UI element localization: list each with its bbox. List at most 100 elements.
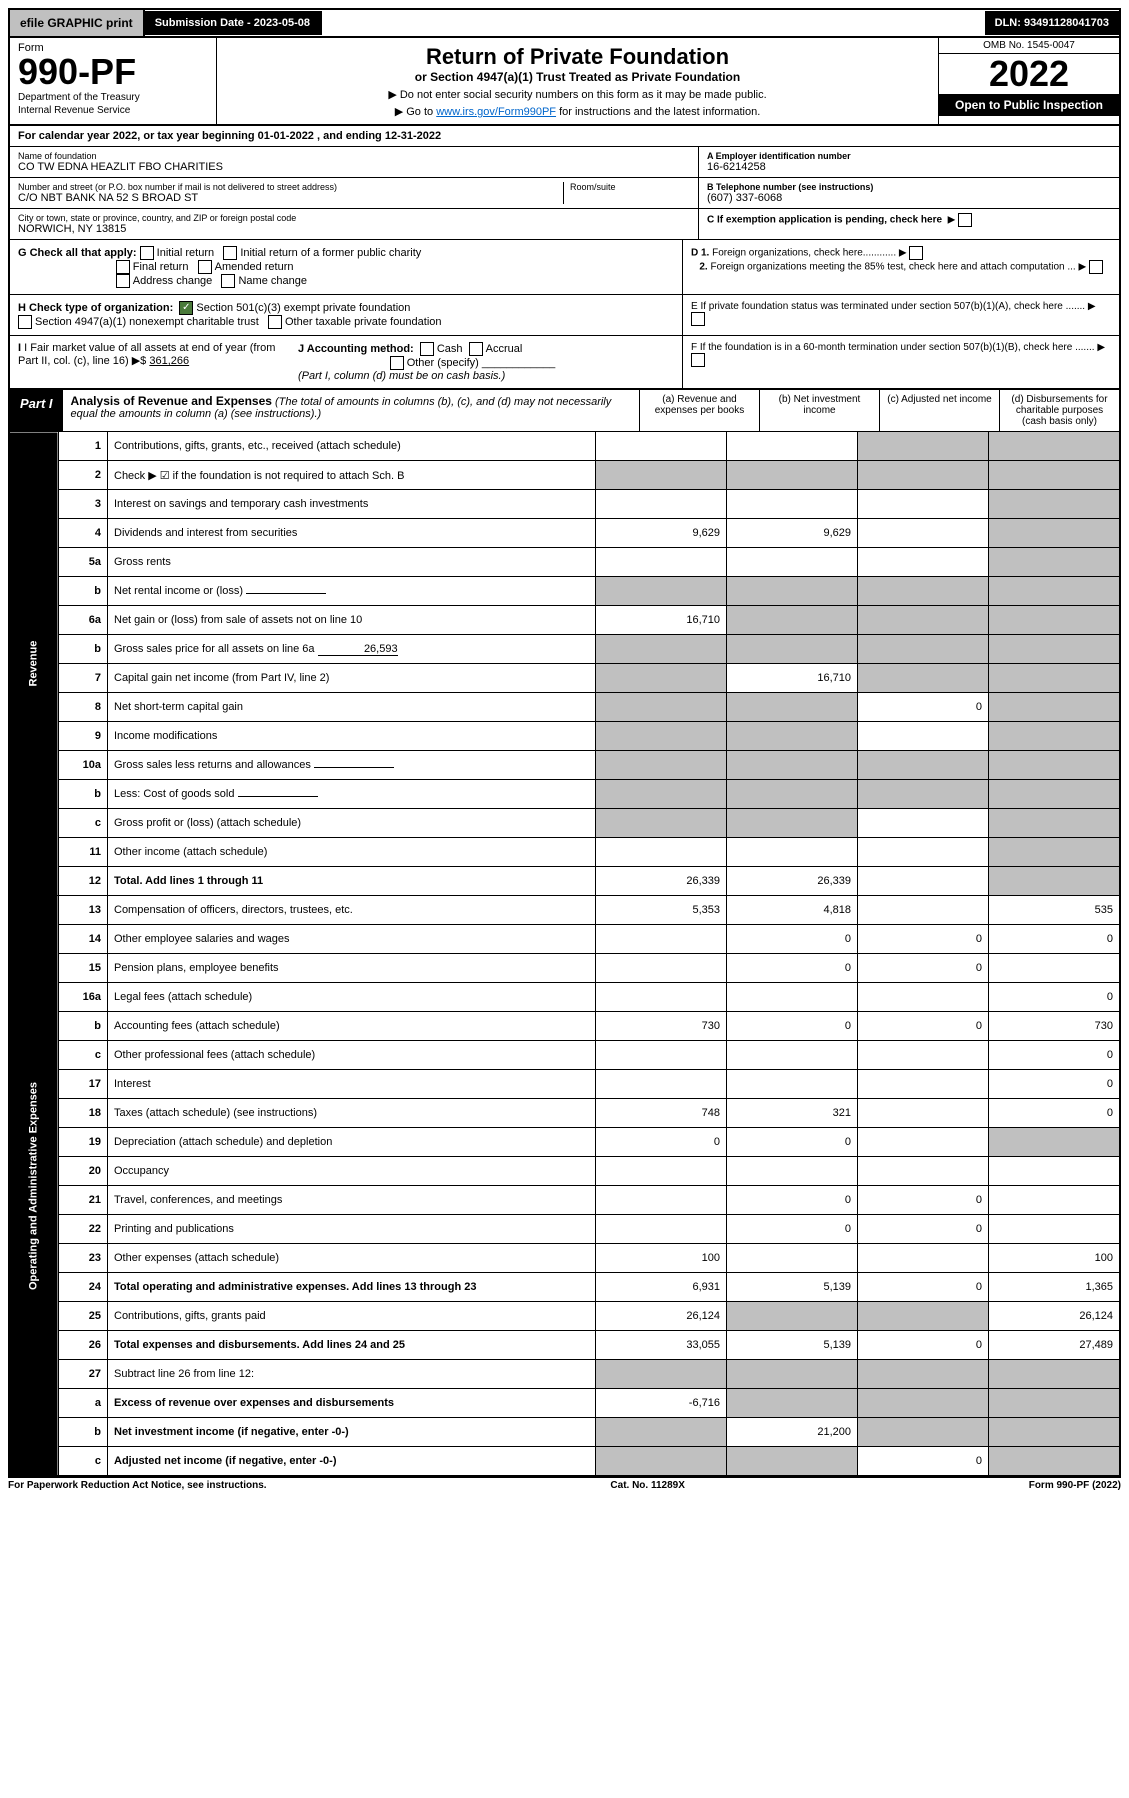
table-row: Revenue1Contributions, gifts, grants, et…	[9, 432, 1120, 461]
cell-value	[858, 1157, 989, 1186]
address-change-checkbox[interactable]	[116, 274, 130, 288]
initial-former-checkbox[interactable]	[223, 246, 237, 260]
cell-value: 16,710	[596, 606, 727, 635]
line-description: Dividends and interest from securities	[108, 519, 596, 548]
cell-value	[989, 1418, 1121, 1447]
4947-checkbox[interactable]	[18, 315, 32, 329]
line-description: Contributions, gifts, grants, etc., rece…	[108, 432, 596, 461]
cell-value	[727, 693, 858, 722]
entity-info: Name of foundation CO TW EDNA HEAZLIT FB…	[8, 147, 1121, 240]
cell-value	[989, 1360, 1121, 1389]
cell-value	[596, 925, 727, 954]
table-row: 14Other employee salaries and wages000	[9, 925, 1120, 954]
line-description: Contributions, gifts, grants paid	[108, 1302, 596, 1331]
cell-value: 1,365	[989, 1273, 1121, 1302]
col-d-header: (d) Disbursements for charitable purpose…	[999, 390, 1119, 431]
cell-value	[989, 693, 1121, 722]
line-number: b	[59, 780, 108, 809]
other-specify-checkbox[interactable]	[390, 356, 404, 370]
line-description: Net investment income (if negative, ente…	[108, 1418, 596, 1447]
foundation-name-label: Name of foundation	[18, 151, 690, 161]
cell-value	[596, 1070, 727, 1099]
room-label: Room/suite	[570, 182, 690, 192]
table-row: 25Contributions, gifts, grants paid26,12…	[9, 1302, 1120, 1331]
accrual-checkbox[interactable]	[469, 342, 483, 356]
final-return-checkbox[interactable]	[116, 260, 130, 274]
irs-link[interactable]: www.irs.gov/Form990PF	[436, 106, 556, 118]
table-row: 24Total operating and administrative exp…	[9, 1273, 1120, 1302]
cell-value	[858, 577, 989, 606]
other-taxable-checkbox[interactable]	[268, 315, 282, 329]
501c3-checkbox[interactable]	[179, 301, 193, 315]
amended-return-checkbox[interactable]	[198, 260, 212, 274]
cell-value	[858, 606, 989, 635]
cell-value: 100	[989, 1244, 1121, 1273]
cell-value: 9,629	[727, 519, 858, 548]
cell-value: 100	[596, 1244, 727, 1273]
cell-value	[858, 461, 989, 490]
line-description: Interest	[108, 1070, 596, 1099]
table-row: 12Total. Add lines 1 through 1126,33926,…	[9, 867, 1120, 896]
h-label: H Check type of organization:	[18, 302, 173, 314]
line-number: 2	[59, 461, 108, 490]
table-row: 4Dividends and interest from securities9…	[9, 519, 1120, 548]
table-row: bLess: Cost of goods sold	[9, 780, 1120, 809]
efile-print-button[interactable]: efile GRAPHIC print	[10, 10, 145, 36]
telephone-label: B Telephone number (see instructions)	[707, 182, 1111, 192]
line-description: Compensation of officers, directors, tru…	[108, 896, 596, 925]
table-row: 11Other income (attach schedule)	[9, 838, 1120, 867]
line-description: Income modifications	[108, 722, 596, 751]
cell-value	[989, 577, 1121, 606]
cell-value	[727, 1041, 858, 1070]
[interactable]	[420, 342, 434, 356]
line-description: Taxes (attach schedule) (see instruction…	[108, 1099, 596, 1128]
exemption-checkbox[interactable]	[958, 213, 972, 227]
cell-value	[858, 896, 989, 925]
line-number: 15	[59, 954, 108, 983]
line-description: Total expenses and disbursements. Add li…	[108, 1331, 596, 1360]
cell-value	[989, 838, 1121, 867]
d1-checkbox[interactable]	[909, 246, 923, 260]
table-row: cAdjusted net income (if negative, enter…	[9, 1447, 1120, 1476]
cell-value: 535	[989, 896, 1121, 925]
analysis-table: Revenue1Contributions, gifts, grants, et…	[8, 432, 1121, 1476]
cell-value	[858, 1418, 989, 1447]
e-checkbox[interactable]	[691, 312, 705, 326]
line-description: Subtract line 26 from line 12:	[108, 1360, 596, 1389]
cell-value	[989, 954, 1121, 983]
g-label: G Check all that apply:	[18, 247, 137, 259]
line-number: 1	[59, 432, 108, 461]
table-row: 18Taxes (attach schedule) (see instructi…	[9, 1099, 1120, 1128]
cell-value	[858, 1070, 989, 1099]
cell-value: 0	[989, 1070, 1121, 1099]
cell-value	[727, 722, 858, 751]
cell-value	[858, 1041, 989, 1070]
line-description: Less: Cost of goods sold	[108, 780, 596, 809]
line-description: Interest on savings and temporary cash i…	[108, 490, 596, 519]
cell-value	[727, 1302, 858, 1331]
line-description: Other income (attach schedule)	[108, 838, 596, 867]
cell-value	[727, 1360, 858, 1389]
cell-value: 5,139	[727, 1273, 858, 1302]
line-description: Excess of revenue over expenses and disb…	[108, 1389, 596, 1418]
cell-value	[727, 1157, 858, 1186]
name-change-checkbox[interactable]	[221, 274, 235, 288]
table-row: 27Subtract line 26 from line 12:	[9, 1360, 1120, 1389]
line-number: 16a	[59, 983, 108, 1012]
revenue-section-label: Revenue	[9, 432, 59, 896]
line-description: Check ▶ ☑ if the foundation is not requi…	[108, 461, 596, 490]
cell-value: 0	[858, 925, 989, 954]
initial-return-checkbox[interactable]	[140, 246, 154, 260]
cell-value	[989, 490, 1121, 519]
cell-value	[858, 635, 989, 664]
cell-value: 730	[989, 1012, 1121, 1041]
cell-value: 33,055	[596, 1331, 727, 1360]
cell-value	[989, 635, 1121, 664]
cell-value: 0	[858, 1447, 989, 1476]
address: C/O NBT BANK NA 52 S BROAD ST	[18, 192, 557, 204]
tax-year: 2022	[939, 54, 1119, 94]
table-row: bNet rental income or (loss)	[9, 577, 1120, 606]
i-label: I Fair market value of all assets at end…	[18, 342, 275, 367]
f-checkbox[interactable]	[691, 353, 705, 367]
d2-checkbox[interactable]	[1089, 260, 1103, 274]
